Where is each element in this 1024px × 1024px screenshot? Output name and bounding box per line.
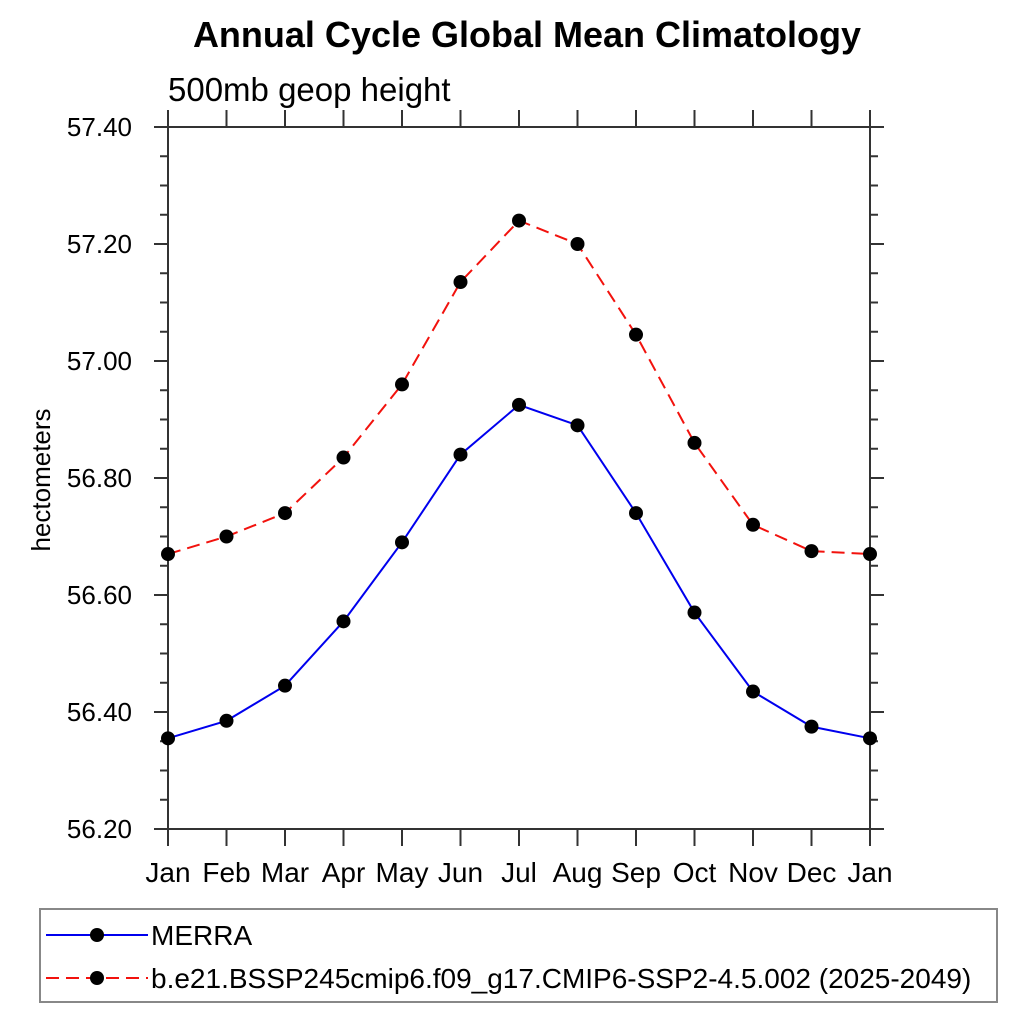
data-point-marker [278, 506, 292, 521]
data-point-marker [336, 614, 351, 629]
chart-subtitle: 500mb geop height [168, 71, 451, 108]
data-point-marker [804, 544, 819, 559]
x-tick-label: Mar [261, 857, 309, 888]
data-point-marker [161, 547, 175, 562]
data-point-marker [863, 731, 877, 746]
x-tick-label: Jun [438, 857, 483, 888]
model-marker-icon [90, 971, 104, 985]
data-point-marker [863, 547, 877, 562]
data-point-marker [629, 506, 643, 521]
legend-label-merra: MERRA [151, 920, 252, 951]
legend-item-model: b.e21.BSSP245cmip6.f09_g17.CMIP6-SSP2-4.… [46, 963, 971, 994]
plot-area: 56.20 56.40 56.60 56.80 57.00 57.20 57.40 Jan Fe… [67, 110, 893, 888]
data-point-marker [746, 517, 760, 532]
x-tick-label: Jul [501, 857, 537, 888]
data-point-marker [512, 397, 526, 412]
y-tick-label: 57.40 [67, 112, 132, 142]
legend-item-merra: MERRA [46, 920, 252, 951]
x-tick-label: Apr [322, 857, 366, 888]
x-tick-label: Dec [787, 857, 837, 888]
legend-box [39, 908, 998, 1003]
data-point-marker [687, 605, 702, 620]
series-line-0 [167, 403, 871, 740]
x-tick-label: Oct [673, 857, 717, 888]
y-tick-label: 57.00 [67, 346, 132, 376]
data-point-marker [453, 275, 468, 290]
plot-frame [167, 126, 871, 830]
data-point-marker [629, 327, 643, 342]
y-tick-label: 56.60 [67, 580, 132, 610]
x-tick-label: Jan [145, 857, 190, 888]
y-tick-label: 57.20 [67, 229, 132, 259]
data-point-marker [395, 377, 409, 392]
data-point-marker [219, 713, 234, 728]
y-tick-label: 56.40 [67, 697, 132, 727]
data-point-marker [453, 447, 468, 462]
legend: MERRA b.e21.BSSP245cmip6.f09_g17.CMIP6-S… [39, 908, 998, 1003]
data-point-marker [395, 535, 409, 550]
y-tick-label: 56.80 [67, 463, 132, 493]
x-tick-label: Nov [728, 857, 778, 888]
data-point-marker [336, 450, 351, 465]
x-tick-label: Feb [202, 857, 250, 888]
merra-marker-icon [90, 928, 104, 942]
x-tick-label: Sep [611, 857, 661, 888]
x-tick-label: May [376, 857, 429, 888]
data-point-marker [687, 435, 702, 450]
data-point-marker [746, 684, 760, 699]
x-tick-label: Aug [553, 857, 603, 888]
data-point-marker [804, 719, 819, 734]
chart-title: Annual Cycle Global Mean Climatology [193, 14, 861, 55]
data-point-marker [570, 237, 585, 251]
data-point-marker [570, 418, 585, 433]
data-point-marker [512, 213, 526, 228]
data-point-marker [278, 678, 292, 693]
series-line-1 [167, 219, 871, 556]
legend-label-model: b.e21.BSSP245cmip6.f09_g17.CMIP6-SSP2-4.… [151, 963, 971, 994]
data-point-marker [219, 529, 234, 544]
x-tick-label: Jan [847, 857, 892, 888]
data-point-marker [161, 731, 175, 746]
y-axis-label: hectometers [26, 408, 56, 551]
y-tick-label: 56.20 [67, 814, 132, 844]
